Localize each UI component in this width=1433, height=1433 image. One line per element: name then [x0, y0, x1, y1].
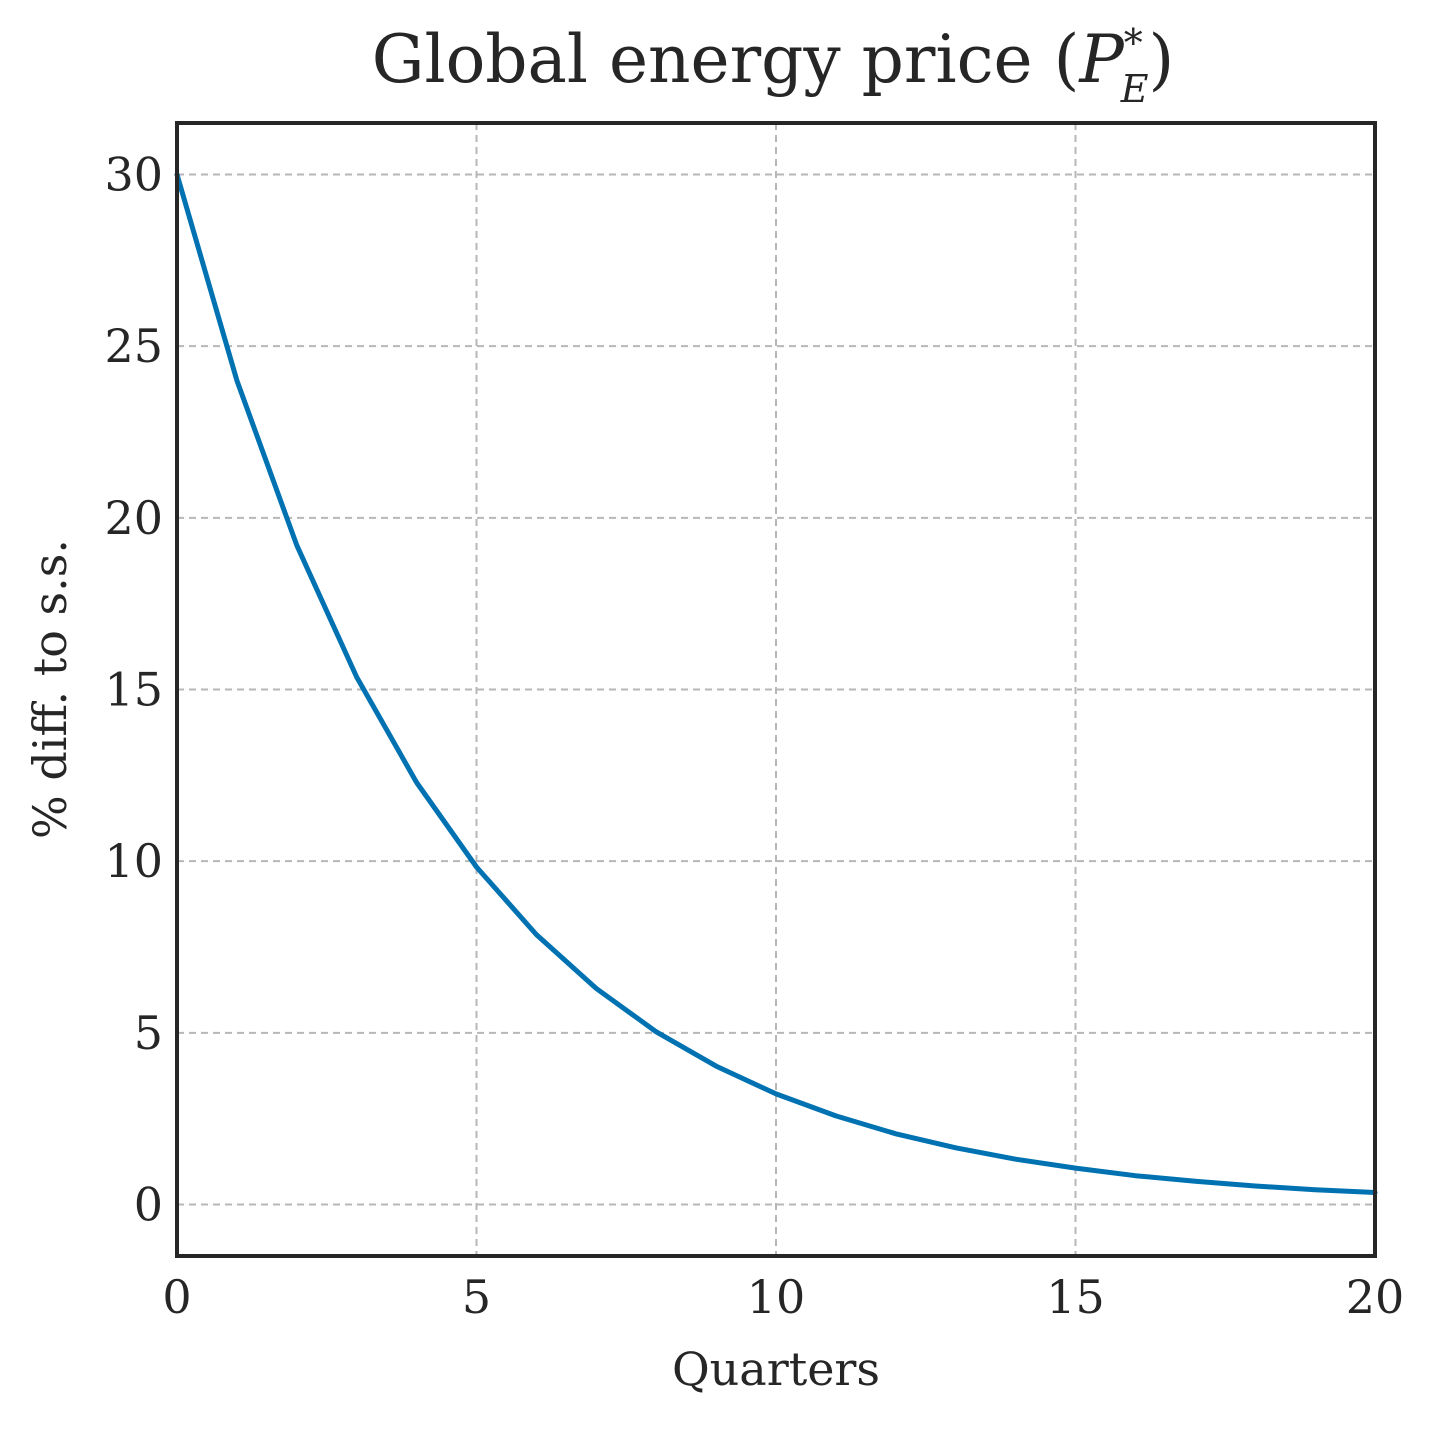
x-tick-label: 5: [462, 1270, 491, 1324]
y-axis-label: % diff. to s.s.: [23, 539, 77, 839]
grid: [177, 123, 1375, 1256]
x-tick-label: 0: [162, 1270, 191, 1324]
data-point: [1073, 1165, 1079, 1171]
y-tick-label: 25: [104, 319, 163, 373]
plot-frame: [175, 121, 1377, 1258]
data-point: [893, 1131, 899, 1137]
series-layer: [174, 172, 1378, 1195]
y-tick-label: 15: [104, 663, 163, 717]
data-point: [1312, 1187, 1318, 1193]
data-point: [294, 542, 300, 548]
data-point: [414, 780, 420, 786]
data-point: [773, 1091, 779, 1097]
chart-title-subscript: E: [1120, 67, 1149, 111]
x-tick-label: 10: [747, 1270, 806, 1324]
data-point: [474, 864, 480, 870]
data-point: [1013, 1156, 1019, 1162]
chart-title-text: Global energy price (: [372, 21, 1080, 98]
data-point: [833, 1113, 839, 1119]
chart-title-symbol: P: [1078, 21, 1125, 98]
y-tick-labels: 0 5 10 15 20 25 30: [104, 148, 163, 1232]
y-tick-label: 30: [104, 148, 163, 202]
data-point: [533, 932, 539, 938]
data-point: [953, 1145, 959, 1151]
data-point: [713, 1063, 719, 1069]
y-tick-label: 5: [134, 1006, 163, 1060]
data-point: [234, 378, 240, 384]
chart-title-superscript: *: [1124, 21, 1143, 65]
y-tick-label: 20: [104, 491, 163, 545]
x-tick-labels: 0 5 10 15 20: [162, 1270, 1404, 1324]
data-point: [1192, 1178, 1198, 1184]
x-tick-label: 20: [1346, 1270, 1405, 1324]
chart-title-close: ): [1149, 21, 1175, 98]
chart-title: Global energy price (P* E): [372, 21, 1175, 111]
y-tick-label: 10: [104, 834, 163, 888]
data-point: [354, 674, 360, 680]
data-point: [1252, 1183, 1258, 1189]
data-point: [653, 1029, 659, 1035]
y-tick-label: 0: [134, 1178, 163, 1232]
x-tick-label: 15: [1046, 1270, 1105, 1324]
data-point: [593, 986, 599, 992]
x-axis-label: Quarters: [672, 1342, 880, 1396]
data-point: [1132, 1173, 1138, 1179]
series-line: [174, 172, 1378, 1195]
